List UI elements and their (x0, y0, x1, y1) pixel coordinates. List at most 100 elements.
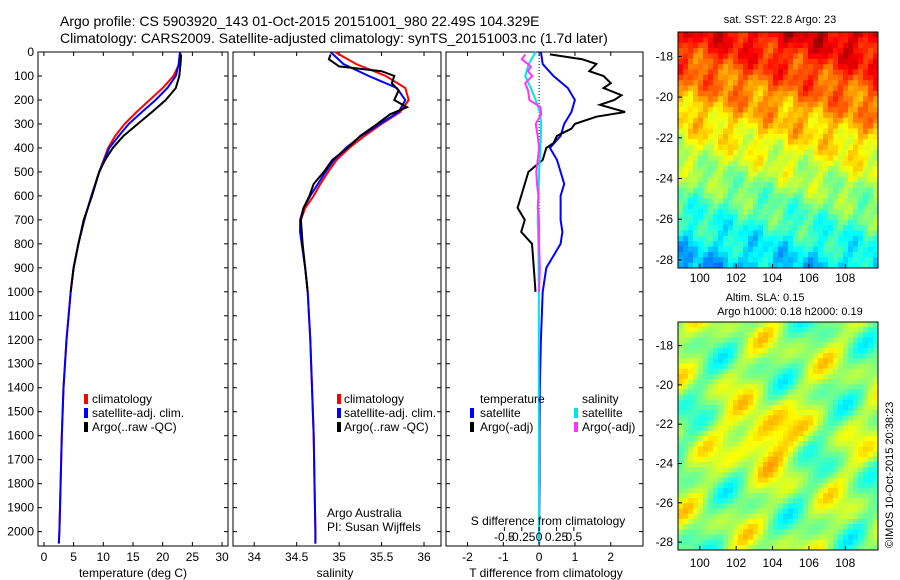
heatmap-cell (838, 128, 844, 135)
heatmap-cell (743, 128, 749, 135)
heatmap-cell (863, 461, 869, 468)
heatmap-cell (738, 327, 744, 333)
heatmap-cell (773, 257, 779, 264)
heatmap-cell (703, 53, 709, 60)
heatmap-cell (738, 225, 744, 231)
depth-tick-label: 1600 (7, 429, 34, 443)
heatmap-cell (808, 123, 814, 129)
S-tick-label: -0.5 (494, 530, 515, 544)
heatmap-cell (773, 534, 779, 541)
heatmap-cell (828, 155, 834, 162)
heatmap-cell (848, 425, 854, 432)
heatmap-cell (798, 534, 804, 541)
heatmap-cell (753, 347, 759, 354)
heatmap-cell (838, 74, 844, 81)
heatmap-cell (753, 544, 759, 551)
heatmap-cell (688, 117, 694, 124)
heatmap-cell (708, 456, 714, 463)
heatmap-cell (763, 123, 769, 129)
heatmap-cell (678, 534, 684, 541)
heatmap-cell (853, 171, 859, 178)
heatmap-cell (873, 203, 879, 210)
heatmap-cell (733, 389, 739, 395)
heatmap-cell (863, 389, 869, 395)
salinity-legend: climatology satellite-adj. clim. Argo(..… (337, 392, 436, 434)
heatmap-cell (703, 534, 709, 541)
heatmap-cell (853, 446, 859, 452)
heatmap-cell (788, 420, 794, 427)
heatmap-cell (723, 58, 729, 65)
heatmap-cell (853, 53, 859, 60)
heatmap-cell (733, 498, 739, 504)
heatmap-cell (718, 487, 724, 494)
heatmap-cell (698, 166, 704, 172)
heatmap-cell (798, 363, 804, 370)
heatmap-cell (758, 353, 764, 359)
heatmap-cell (683, 160, 689, 167)
heatmap-cell (868, 262, 874, 269)
heatmap-cell (803, 373, 809, 380)
heatmap-cell (718, 327, 724, 333)
heatmap-cell (713, 436, 719, 442)
heatmap-cell (793, 48, 799, 54)
heatmap-cell (808, 53, 814, 60)
heatmap-cell (788, 225, 794, 231)
heatmap-cell (743, 58, 749, 65)
heatmap-cell (778, 235, 784, 242)
heatmap-cell (763, 187, 769, 194)
heatmap-cell (718, 246, 724, 253)
heatmap-cell (773, 394, 779, 401)
heatmap-cell (763, 144, 769, 151)
heatmap-cell (873, 503, 879, 509)
heatmap-cell (738, 363, 744, 370)
heatmap-cell (728, 246, 734, 253)
heatmap-cell (843, 80, 849, 87)
heatmap-cell (798, 85, 804, 92)
heatmap-cell (848, 524, 854, 530)
heatmap-cell (818, 182, 824, 188)
heatmap-cell (708, 150, 714, 156)
heatmap-cell (743, 487, 749, 494)
heatmap-cell (868, 128, 874, 135)
heatmap-cell (743, 219, 749, 226)
heatmap-cell (788, 246, 794, 253)
heatmap-cell (788, 107, 794, 113)
heatmap-cell (768, 235, 774, 242)
heatmap-cell (808, 85, 814, 92)
heatmap-cell (848, 37, 854, 44)
heatmap-cell (788, 32, 794, 38)
heatmap-cell (783, 192, 789, 199)
heatmap-cell (768, 219, 774, 226)
heatmap-cell (703, 420, 709, 427)
heatmap-cell (848, 53, 854, 60)
heatmap-cell (818, 394, 824, 401)
heatmap-cell (713, 461, 719, 468)
heatmap-cell (808, 107, 814, 113)
heatmap-cell (853, 498, 859, 504)
heatmap-cell (813, 198, 819, 205)
heatmap-cell (773, 353, 779, 359)
heatmap-cell (713, 379, 719, 385)
heatmap-cell (843, 399, 849, 406)
heatmap-cell (683, 230, 689, 237)
heatmap-cell (788, 251, 794, 258)
heatmap-cell (773, 251, 779, 258)
heatmap-cell (818, 203, 824, 210)
heatmap-cell (718, 482, 724, 489)
heatmap-cell (793, 107, 799, 113)
x-tick-label: 5 (70, 550, 77, 564)
heatmap-cell (708, 472, 714, 478)
heatmap-cell (743, 425, 749, 432)
heatmap-cell (678, 160, 684, 167)
heatmap-cell (863, 187, 869, 194)
heatmap-cell (848, 487, 854, 494)
heatmap-cell (688, 133, 694, 140)
heatmap-cell (873, 80, 879, 87)
heatmap-cell (798, 410, 804, 416)
heatmap-cell (833, 379, 839, 385)
heatmap-cell (833, 404, 839, 411)
heatmap-cell (813, 399, 819, 406)
heatmap-cell (753, 524, 759, 530)
heatmap-cell (818, 230, 824, 237)
heatmap-cell (803, 379, 809, 385)
